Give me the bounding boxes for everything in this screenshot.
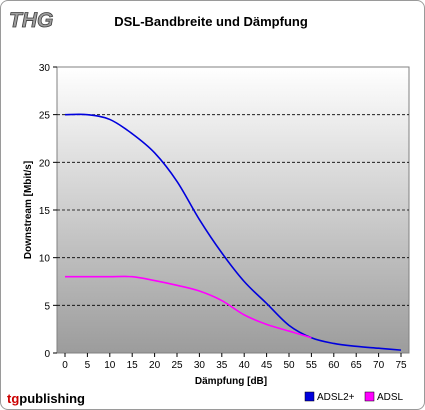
series-line-adsl2plus xyxy=(64,113,402,351)
x-tick-label-70: 70 xyxy=(373,360,385,371)
x-tick-label-5: 5 xyxy=(85,360,91,371)
x-tick-label-45: 45 xyxy=(261,360,273,371)
x-axis-label: Dämpfung [dB] xyxy=(195,376,267,387)
x-tick-label-0: 0 xyxy=(62,360,68,371)
y-tick-label-20: 20 xyxy=(39,158,51,169)
thg-logo-text: THG xyxy=(9,9,53,32)
x-tick-label-75: 75 xyxy=(395,360,407,371)
legend: ADSL2+ ADSL xyxy=(304,391,404,403)
x-axis-ticks: 0 5 10 15 20 25 30 35 40 45 50 55 60 65 70 75 xyxy=(62,353,407,371)
y-tick-label-0: 0 xyxy=(44,349,50,360)
publisher-logo-tg: tg xyxy=(7,391,19,406)
x-tick-label-25: 25 xyxy=(171,360,183,371)
thg-logo: THG xyxy=(9,9,54,33)
y-tick-label-10: 10 xyxy=(39,254,51,265)
y-tick-label-30: 30 xyxy=(39,63,51,74)
publisher-logo: tgpublishing xyxy=(7,391,85,406)
y-axis-ticks: 0 5 10 15 20 25 30 xyxy=(39,63,57,360)
x-tick-label-10: 10 xyxy=(104,360,116,371)
y-tick-label-15: 15 xyxy=(39,206,51,217)
x-tick-label-35: 35 xyxy=(216,360,228,371)
series-lines xyxy=(64,113,402,351)
series-line-adsl xyxy=(65,275,312,339)
gridlines xyxy=(57,114,409,306)
x-tick-label-20: 20 xyxy=(149,360,161,371)
legend-label-adsl: ADSL xyxy=(377,392,404,403)
legend-label-adsl2plus: ADSL2+ xyxy=(317,392,355,403)
y-tick-label-5: 5 xyxy=(44,301,50,312)
y-axis-label: Downstream [Mbit/s] xyxy=(23,161,34,259)
legend-swatch-adsl2plus xyxy=(304,391,315,402)
x-tick-label-65: 65 xyxy=(351,360,363,371)
publisher-logo-publishing: publishing xyxy=(19,391,85,406)
chart-title: DSL-Bandbreite und Dämpfung xyxy=(114,14,308,29)
x-tick-label-15: 15 xyxy=(127,360,139,371)
legend-swatch-adsl xyxy=(364,391,375,402)
x-tick-label-55: 55 xyxy=(306,360,318,371)
x-tick-label-40: 40 xyxy=(239,360,251,371)
x-tick-label-60: 60 xyxy=(328,360,340,371)
y-tick-label-25: 25 xyxy=(39,111,51,122)
x-tick-label-50: 50 xyxy=(283,360,295,371)
x-tick-label-30: 30 xyxy=(194,360,206,371)
